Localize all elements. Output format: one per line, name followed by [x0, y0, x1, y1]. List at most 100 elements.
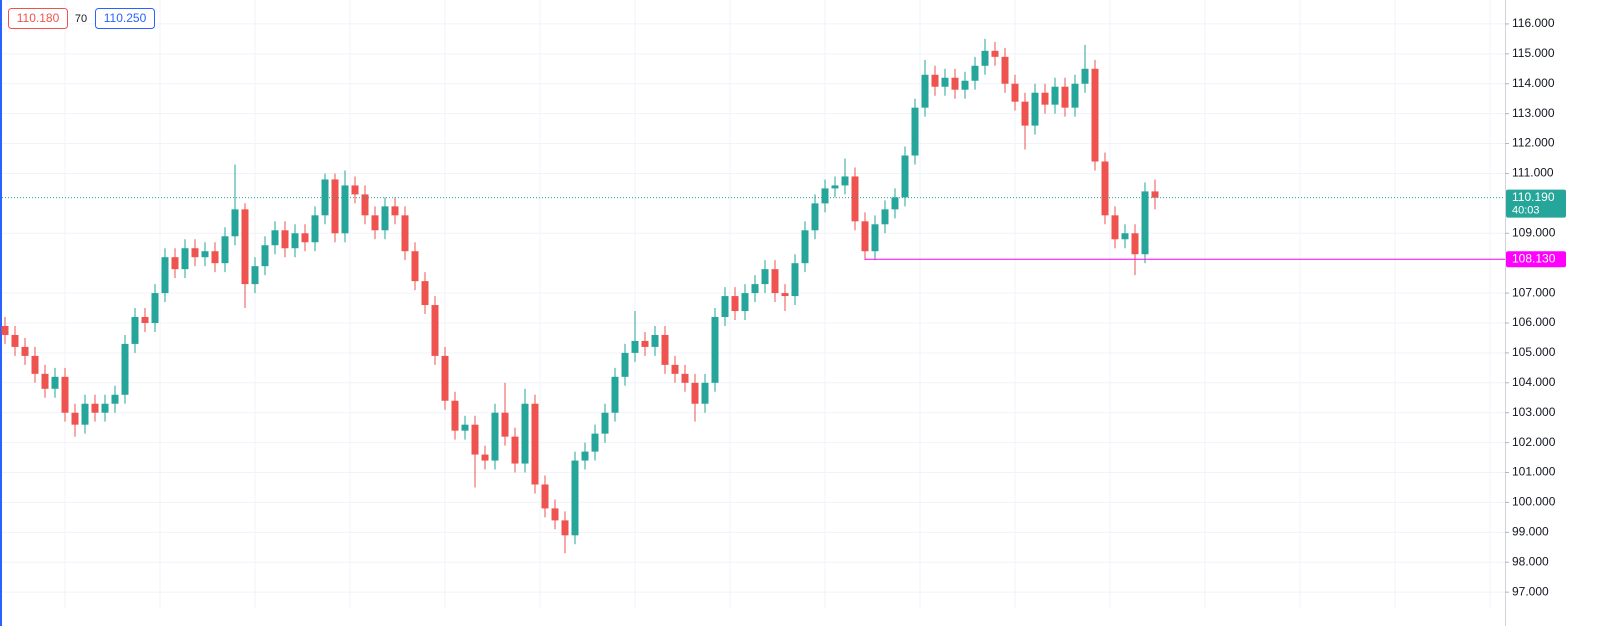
y-tick-label: 109.000 [1512, 225, 1556, 239]
y-tick-label: 111.000 [1512, 166, 1554, 180]
candle-body [461, 424, 469, 431]
candle-body [801, 230, 809, 264]
candle-body [391, 206, 399, 216]
candle-body [1051, 86, 1059, 105]
candle-body [381, 206, 389, 231]
bid-box[interactable] [8, 8, 68, 29]
candle-body [211, 251, 219, 264]
candle-body [1111, 215, 1119, 240]
candle-body [511, 436, 519, 464]
candle-body [621, 352, 629, 377]
candle-body [971, 65, 979, 81]
candle-body [281, 230, 289, 249]
candle-body [101, 403, 109, 413]
candle-body [431, 305, 439, 356]
candle-body [471, 424, 479, 455]
candle-body [901, 155, 909, 198]
candle-body [911, 107, 919, 156]
y-tick-label: 115.000 [1512, 46, 1555, 60]
candle-body [1081, 68, 1089, 84]
candle-body [491, 412, 499, 461]
y-tick-label: 104.000 [1512, 375, 1556, 389]
candle-body [201, 251, 209, 258]
y-tick-label: 113.000 [1512, 106, 1555, 120]
candle-body [821, 188, 829, 204]
y-tick-label: 106.000 [1512, 315, 1556, 329]
candle-body [481, 454, 489, 461]
candle-body [1031, 92, 1039, 126]
y-tick-label: 102.000 [1512, 435, 1556, 449]
candle-body [891, 197, 899, 210]
candle-body [501, 412, 509, 437]
candle-body [31, 355, 39, 374]
candle-body [441, 355, 449, 401]
candle-body [181, 248, 189, 270]
candle-body [1121, 233, 1129, 240]
candle-body [411, 251, 419, 282]
candle-body [961, 80, 969, 90]
candle-body [751, 284, 759, 294]
candle-body [191, 248, 199, 258]
candle-body [91, 403, 99, 413]
candle-body [991, 50, 999, 57]
candle-body [921, 74, 929, 108]
candle-body [351, 185, 359, 195]
last-price-label: 110.190 [1512, 190, 1555, 204]
candle-body [741, 293, 749, 312]
candle-body [601, 412, 609, 434]
y-tick-label: 98.000 [1512, 554, 1549, 568]
candle-body [241, 209, 249, 285]
candle-body [311, 215, 319, 243]
candle-body [881, 209, 889, 225]
candle-body [1, 325, 9, 335]
candle-body [161, 257, 169, 294]
countdown-label: 40:03 [1512, 205, 1540, 217]
candle-body [831, 185, 839, 189]
candle-body [1011, 83, 1019, 102]
candle-body [641, 340, 649, 347]
y-tick-label: 101.000 [1512, 465, 1556, 479]
candle-body [551, 508, 559, 521]
candle-body [71, 412, 79, 425]
y-tick-label: 114.000 [1512, 76, 1555, 90]
candle-body [401, 215, 409, 252]
candle-body [271, 230, 279, 246]
y-tick-label: 100.000 [1512, 495, 1556, 509]
candle-body [871, 224, 879, 252]
candle-body [41, 373, 49, 389]
candle-body [1021, 101, 1029, 126]
candle-body [81, 403, 89, 425]
candle-body [681, 373, 689, 383]
candle-body [571, 460, 579, 536]
y-tick-label: 105.000 [1512, 345, 1556, 359]
candle-body [941, 77, 949, 87]
ask-box[interactable] [95, 8, 155, 29]
candle-body [1141, 191, 1149, 255]
candle-body [1101, 161, 1109, 216]
left-edge [0, 0, 2, 626]
candle-body [111, 394, 119, 404]
candle-body [931, 74, 939, 87]
candle-body [131, 317, 139, 344]
candle-body [1001, 56, 1009, 84]
y-tick-label: 107.000 [1512, 285, 1556, 299]
y-tick-label: 99.000 [1512, 525, 1549, 539]
candle-body [611, 376, 619, 413]
candle-body [61, 376, 69, 413]
candle-body [771, 269, 779, 294]
candle-body [1091, 68, 1099, 162]
candle-body [221, 236, 229, 264]
candle-body [1151, 191, 1159, 198]
candle-body [451, 400, 459, 431]
candle-body [791, 263, 799, 297]
y-tick-label: 116.000 [1512, 16, 1555, 30]
candle-body [171, 257, 179, 270]
candle-body [321, 179, 329, 216]
candle-body [721, 296, 729, 318]
candle-body [631, 340, 639, 353]
candle-body [561, 520, 569, 536]
candle-body [21, 346, 29, 356]
candle-body [1061, 86, 1069, 108]
candle-body [331, 179, 339, 234]
